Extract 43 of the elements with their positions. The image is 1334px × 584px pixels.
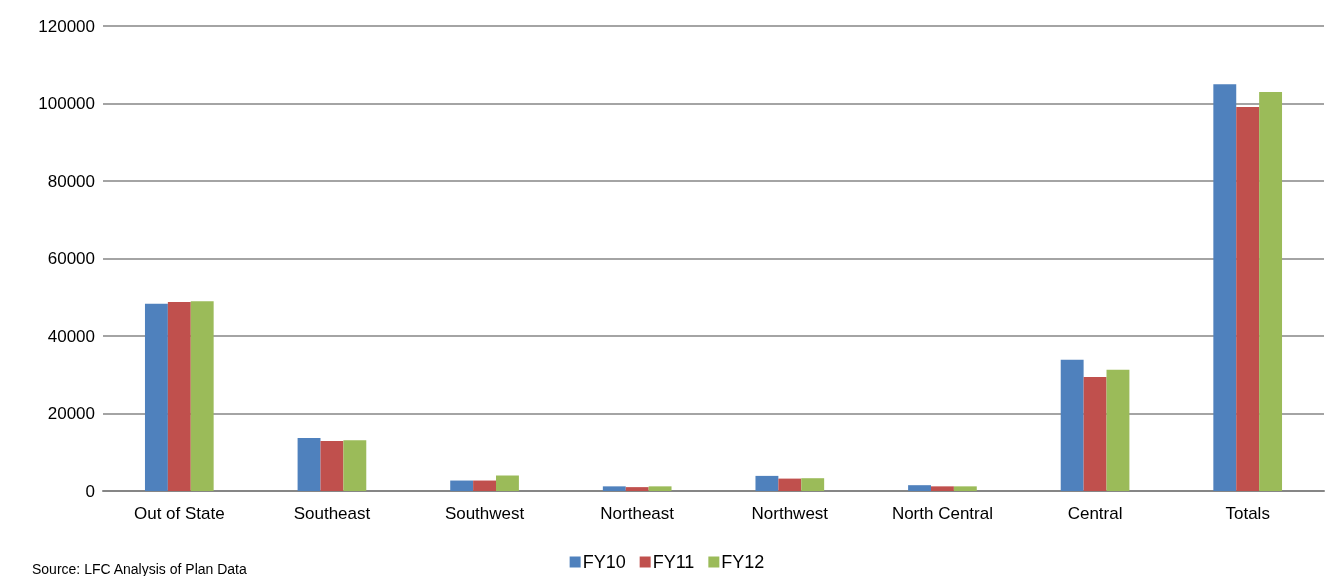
y-tick-label: 20000 [47, 404, 95, 423]
bar [755, 475, 779, 491]
x-tick-label: Northwest [751, 504, 829, 523]
bar [1060, 359, 1084, 491]
y-tick-label: 60000 [47, 249, 95, 268]
bar [1236, 106, 1260, 491]
legend-label: FY10 [582, 552, 626, 572]
y-tick-label: 40000 [47, 326, 95, 346]
bar [801, 478, 825, 491]
legend-label: FY11 [652, 552, 695, 572]
bar [144, 303, 168, 491]
bar [602, 486, 626, 491]
source-note: Source: LFC Analysis of Plan Data [32, 561, 247, 577]
x-tick-label: Totals [1225, 504, 1270, 523]
legend-label: FY12 [721, 552, 765, 572]
bar [1106, 369, 1130, 491]
y-tick-label: 80000 [47, 171, 95, 191]
bar [190, 301, 214, 491]
bar [320, 441, 344, 491]
bar [343, 440, 367, 491]
x-tick-label: Southwest [444, 504, 525, 523]
bar [473, 480, 497, 491]
bar [648, 486, 672, 491]
bar [297, 437, 321, 491]
x-tick-label: Out of State [133, 504, 225, 523]
bar [1213, 84, 1237, 491]
bar [625, 487, 649, 491]
bar [908, 485, 931, 491]
y-tick-label: 100000 [38, 94, 95, 113]
bar [1259, 91, 1283, 491]
bar [496, 475, 519, 491]
x-tick-label: Southeast [293, 504, 371, 523]
x-tick-label: Northeast [600, 504, 675, 523]
bar [778, 478, 802, 491]
y-tick-label: 120000 [38, 16, 95, 36]
y-tick-label: 0 [85, 481, 95, 501]
x-tick-label: Central [1067, 504, 1123, 523]
bar [930, 486, 954, 491]
x-tick-label: North Central [891, 504, 993, 523]
bar [953, 486, 977, 491]
bar [1083, 377, 1107, 491]
bar [450, 480, 474, 491]
bar [167, 301, 191, 491]
